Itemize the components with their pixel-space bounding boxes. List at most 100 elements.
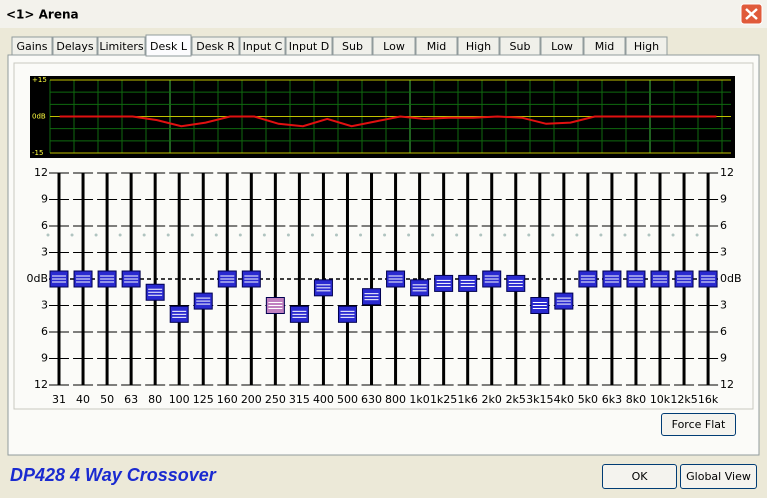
detent-dot <box>551 233 555 237</box>
slider-handle[interactable] <box>554 292 574 310</box>
slider-handle[interactable] <box>193 292 213 310</box>
band-label: 2k0 <box>482 393 502 406</box>
tab-label[interactable]: Low <box>383 40 405 53</box>
detent-dot <box>575 233 579 237</box>
slider-handle[interactable] <box>169 305 189 323</box>
tab[interactable] <box>239 36 286 56</box>
band-label: 63 <box>124 393 138 406</box>
band-label: 31 <box>52 393 66 406</box>
tick-label-left: 6 <box>41 325 48 338</box>
slider-handle[interactable] <box>49 270 69 288</box>
slider-handle[interactable] <box>434 274 454 292</box>
band-label: 80 <box>148 393 162 406</box>
tab[interactable] <box>97 36 146 56</box>
band-label: 2k5 <box>506 393 526 406</box>
slider-handle[interactable] <box>386 270 406 288</box>
tab[interactable] <box>285 36 333 56</box>
tab-label[interactable]: Sub <box>510 40 531 53</box>
tab-label[interactable]: Desk L <box>150 40 188 53</box>
detent-dot <box>455 233 459 237</box>
slider-handle[interactable] <box>674 270 694 288</box>
tab-label[interactable]: Input C <box>243 40 283 53</box>
slider-handle[interactable] <box>626 270 646 288</box>
tab-label[interactable]: Mid <box>595 40 615 53</box>
slider-handle[interactable] <box>337 305 357 323</box>
tab-label[interactable]: High <box>634 40 659 53</box>
tab[interactable] <box>332 36 373 56</box>
band-label: 4k0 <box>554 393 574 406</box>
band-label: 315 <box>289 393 310 406</box>
slider-track <box>201 173 205 385</box>
tab-label[interactable]: Sub <box>342 40 363 53</box>
band-label: 12k5 <box>670 393 697 406</box>
detent-dot <box>166 233 170 237</box>
tick-label-left: 9 <box>41 193 48 206</box>
tick-label-right: 6 <box>720 325 727 338</box>
tab-label[interactable]: Desk R <box>196 40 235 53</box>
slider-handle[interactable] <box>265 297 285 314</box>
graph-axis-label: -15 <box>32 149 43 157</box>
global-view-button[interactable]: Global View <box>680 464 757 489</box>
tab[interactable] <box>457 36 500 56</box>
tab-label[interactable]: Delays <box>56 40 94 53</box>
tab-label[interactable]: Limiters <box>99 40 144 53</box>
slider-handle[interactable] <box>458 274 478 292</box>
slider-handle[interactable] <box>650 270 670 288</box>
slider-handle[interactable] <box>482 270 502 288</box>
slider-handle[interactable] <box>97 270 117 288</box>
tab[interactable] <box>499 36 541 56</box>
detent-dot <box>214 233 218 237</box>
tab[interactable] <box>11 36 53 56</box>
slider-track <box>153 173 157 385</box>
band-label: 50 <box>100 393 114 406</box>
tab[interactable] <box>372 36 416 56</box>
tab[interactable] <box>52 36 98 56</box>
detent-dot <box>94 233 98 237</box>
slider-handle[interactable] <box>217 270 237 288</box>
detent-dot <box>647 233 651 237</box>
slider-handle[interactable] <box>73 270 93 288</box>
tab-label[interactable]: High <box>466 40 491 53</box>
band-label: 10k <box>650 393 671 406</box>
ok-button[interactable]: OK <box>602 464 677 489</box>
detent-dot <box>142 233 146 237</box>
detent-dot <box>695 233 699 237</box>
slider-handle[interactable] <box>506 274 526 292</box>
tab[interactable] <box>191 36 240 56</box>
detent-dot <box>262 233 266 237</box>
band-label: 16k <box>698 393 719 406</box>
detent-dot <box>431 233 435 237</box>
tab-label[interactable]: Low <box>551 40 573 53</box>
slider-handle[interactable] <box>578 270 598 288</box>
band-label: 6k3 <box>602 393 622 406</box>
band-label: 125 <box>193 393 214 406</box>
slider-handle[interactable] <box>289 305 309 323</box>
close-button[interactable] <box>740 3 763 25</box>
force-flat-button[interactable]: Force Flat <box>661 413 736 436</box>
slider-handle[interactable] <box>121 270 141 288</box>
tab-label[interactable]: Gains <box>16 40 47 53</box>
tab[interactable] <box>625 36 668 56</box>
detent-dot <box>407 233 411 237</box>
slider-handle[interactable] <box>698 270 718 288</box>
tab[interactable] <box>415 36 458 56</box>
tab[interactable] <box>540 36 584 56</box>
band-label: 40 <box>76 393 90 406</box>
slider-handle[interactable] <box>410 279 430 297</box>
detent-dot <box>310 233 314 237</box>
slider-handle[interactable] <box>313 279 333 297</box>
tab[interactable] <box>583 36 626 56</box>
tab[interactable] <box>145 34 192 57</box>
band-label: 1k25 <box>430 393 457 406</box>
graph-axis-label: +15 <box>32 76 47 84</box>
slider-handle[interactable] <box>241 270 261 288</box>
slider-handle[interactable] <box>362 288 382 306</box>
tab-label[interactable]: Mid <box>427 40 447 53</box>
tick-label-left: 6 <box>41 219 48 232</box>
slider-handle[interactable] <box>530 297 550 314</box>
slider-handle[interactable] <box>145 283 165 301</box>
tab-label[interactable]: Input D <box>289 40 329 53</box>
slider-handle[interactable] <box>602 270 622 288</box>
slider-track <box>177 173 181 385</box>
